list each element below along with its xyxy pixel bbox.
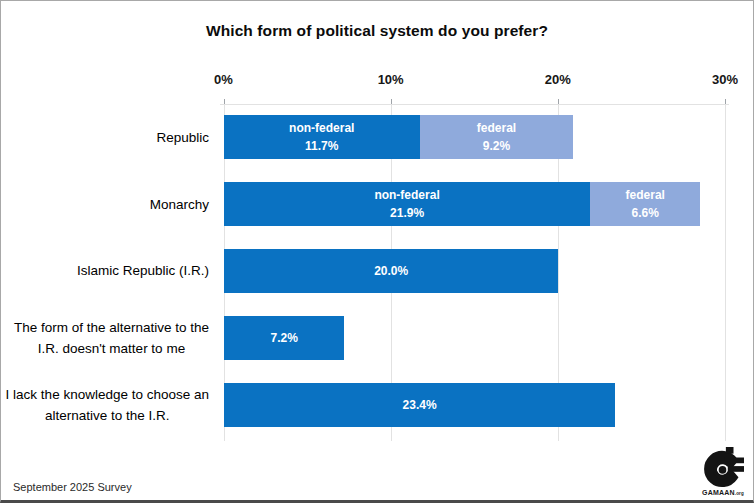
bar-row: 20.0% xyxy=(224,249,558,293)
survey-date-note: September 2025 Survey xyxy=(13,481,132,493)
segment-name-label: non-federal xyxy=(374,186,439,204)
bar-row: non-federal21.9%federal6.6% xyxy=(224,182,700,226)
segment-value-label: 20.0% xyxy=(374,262,408,280)
segment-value-label: 21.9% xyxy=(390,204,424,222)
bar-segment: 20.0% xyxy=(224,249,558,293)
segment-name-label: federal xyxy=(477,119,516,137)
chart-page: { "title": "Which form of political syst… xyxy=(0,0,754,503)
segment-value-label: 6.6% xyxy=(632,204,659,222)
gamaan-logo-icon xyxy=(702,446,744,490)
segment-value-label: 9.2% xyxy=(483,137,510,155)
bar-row: non-federal11.7%federal9.2% xyxy=(224,115,573,159)
segment-name-label: federal xyxy=(626,186,665,204)
segment-value-label: 7.2% xyxy=(271,329,298,347)
category-label: I lack the knowledge to choose analterna… xyxy=(1,371,209,438)
bar-segment: 23.4% xyxy=(224,383,615,427)
category-label: Islamic Republic (I.R.) xyxy=(1,238,209,305)
bar-row: 7.2% xyxy=(224,316,344,360)
bar-segment-non-federal: non-federal21.9% xyxy=(224,182,590,226)
bar-segment-federal: federal9.2% xyxy=(420,115,574,159)
category-label: Monarchy xyxy=(1,171,209,238)
x-axis-tick-label: 20% xyxy=(545,72,571,87)
gamaan-logo: GAMAAN.org xyxy=(700,446,746,496)
x-axis-tick-label: 30% xyxy=(712,72,738,87)
bar-segment-federal: federal6.6% xyxy=(590,182,700,226)
segment-value-label: 23.4% xyxy=(403,396,437,414)
segment-name-label: non-federal xyxy=(289,119,354,137)
gamaan-logo-text: GAMAAN.org xyxy=(702,489,744,496)
chart-title: Which form of political system do you pr… xyxy=(1,22,753,40)
x-axis-line xyxy=(220,104,730,105)
bar-segment: 7.2% xyxy=(224,316,344,360)
x-axis-tick-label: 10% xyxy=(378,72,404,87)
x-axis-tick-label: 0% xyxy=(214,72,233,87)
bar-row: 23.4% xyxy=(224,383,615,427)
category-label: The form of the alternative to theI.R. d… xyxy=(1,304,209,371)
category-label: Republic xyxy=(1,104,209,171)
gridline xyxy=(725,104,726,441)
bar-segment-non-federal: non-federal11.7% xyxy=(224,115,420,159)
segment-value-label: 11.7% xyxy=(305,137,338,155)
